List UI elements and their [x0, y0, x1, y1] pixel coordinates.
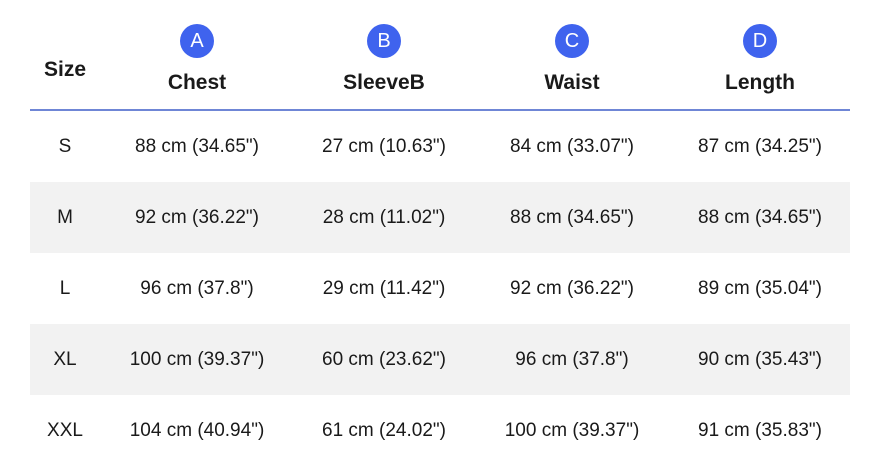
size-cell: L — [59, 278, 71, 299]
table-row-xl: XL 100 cm (39.37") 60 cm (23.62") 96 cm … — [30, 324, 850, 395]
size-column-label: Size — [43, 58, 87, 81]
size-cell: M — [57, 207, 73, 228]
table-row-l: L 96 cm (37.8") 29 cm (11.42") 92 cm (36… — [30, 253, 850, 324]
waist-column-label: Waist — [544, 71, 600, 94]
waist-cell: 100 cm (39.37") — [504, 420, 640, 441]
table-row-xxl: XXL 104 cm (40.94") 61 cm (24.02") 100 c… — [30, 395, 850, 466]
table-header: Size A Chest B SleeveB C Waist D Length — [30, 0, 850, 111]
size-cell: S — [58, 136, 72, 157]
chest-cell: 100 cm (39.37") — [129, 349, 265, 370]
length-cell: 90 cm (35.43") — [698, 349, 822, 370]
badge-b-icon: B — [367, 24, 401, 58]
length-cell: 91 cm (35.83") — [698, 420, 822, 441]
badge-d-icon: D — [743, 24, 777, 58]
length-cell: 87 cm (34.25") — [698, 136, 822, 157]
length-cell: 88 cm (34.65") — [698, 207, 822, 228]
badge-a-icon: A — [180, 24, 214, 58]
chest-cell: 96 cm (37.8") — [140, 278, 254, 299]
size-chart-table: Size A Chest B SleeveB C Waist D Length … — [30, 0, 850, 466]
header-size-cell: Size — [30, 0, 100, 109]
chest-cell: 92 cm (36.22") — [135, 207, 259, 228]
waist-cell: 92 cm (36.22") — [510, 278, 634, 299]
sleeve-column-label: SleeveB — [343, 71, 425, 94]
header-length-cell: D Length — [670, 0, 850, 109]
size-cell: XL — [53, 349, 77, 370]
length-cell: 89 cm (35.04") — [698, 278, 822, 299]
chest-cell: 88 cm (34.65") — [135, 136, 259, 157]
header-chest-cell: A Chest — [100, 0, 294, 109]
sleeve-cell: 61 cm (24.02") — [322, 420, 446, 441]
chest-cell: 104 cm (40.94") — [129, 420, 265, 441]
waist-cell: 88 cm (34.65") — [510, 207, 634, 228]
badge-c-icon: C — [555, 24, 589, 58]
table-row-s: S 88 cm (34.65") 27 cm (10.63") 84 cm (3… — [30, 111, 850, 182]
sleeve-cell: 29 cm (11.42") — [322, 278, 446, 299]
sleeve-cell: 28 cm (11.02") — [322, 207, 446, 228]
waist-cell: 96 cm (37.8") — [515, 349, 629, 370]
table-row-m: M 92 cm (36.22") 28 cm (11.02") 88 cm (3… — [30, 182, 850, 253]
length-column-label: Length — [725, 71, 795, 94]
size-cell: XXL — [47, 420, 83, 441]
waist-cell: 84 cm (33.07") — [510, 136, 634, 157]
sleeve-cell: 27 cm (10.63") — [322, 136, 446, 157]
chest-column-label: Chest — [167, 71, 227, 94]
sleeve-cell: 60 cm (23.62") — [322, 349, 446, 370]
header-waist-cell: C Waist — [474, 0, 670, 109]
header-sleeve-cell: B SleeveB — [294, 0, 474, 109]
